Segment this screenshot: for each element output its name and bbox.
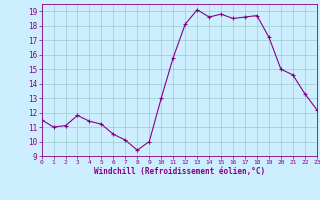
X-axis label: Windchill (Refroidissement éolien,°C): Windchill (Refroidissement éolien,°C) [94, 167, 265, 176]
